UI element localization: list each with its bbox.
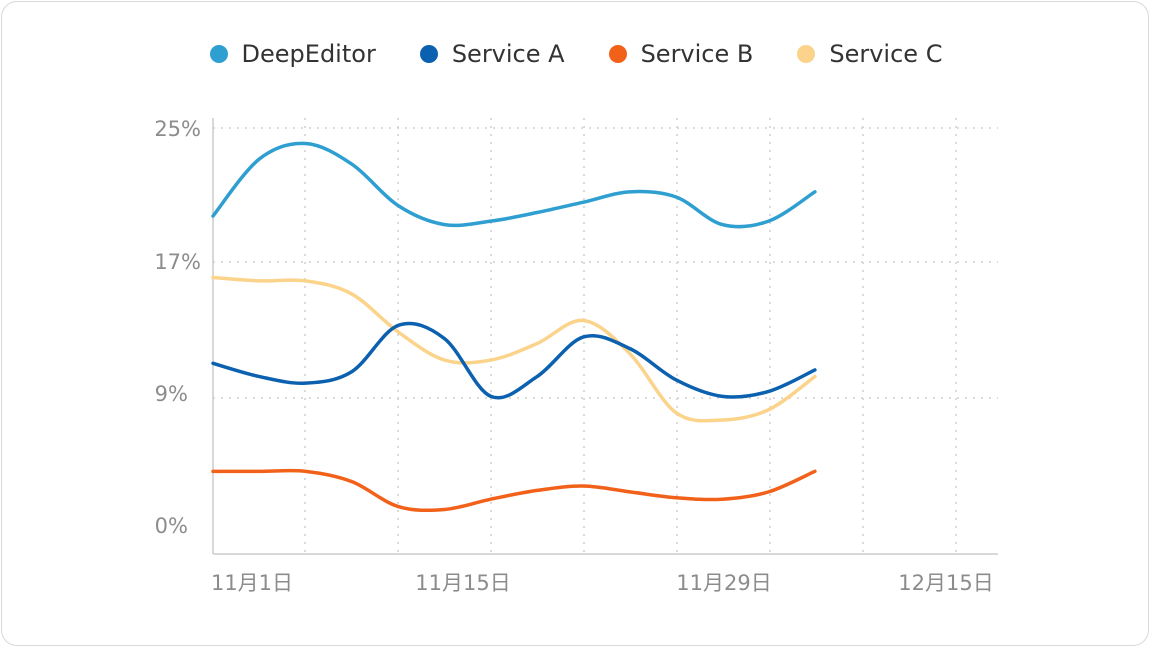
- legend-item-deepeditor[interactable]: DeepEditor: [209, 40, 376, 68]
- x-tick-label: 11月29日: [676, 571, 771, 595]
- x-tick-label: 11月15日: [415, 571, 510, 595]
- axes: [212, 118, 998, 555]
- legend-item-service-b[interactable]: Service B: [608, 40, 754, 68]
- legend-label-service-a: Service A: [451, 40, 565, 68]
- x-tick-label: 12月15日: [898, 571, 993, 595]
- y-tick-label: 25%: [154, 117, 201, 141]
- series-line-service-b[interactable]: [211, 468, 817, 513]
- series-layer: [211, 141, 817, 513]
- legend-item-service-c[interactable]: Service C: [797, 40, 942, 68]
- legend-item-service-a[interactable]: Service A: [419, 40, 565, 68]
- legend: DeepEditor Service A Service B Service C: [0, 40, 1152, 68]
- legend-label-service-b: Service B: [640, 40, 754, 68]
- legend-dot-service-c: [797, 45, 816, 63]
- y-tick-label: 9%: [155, 382, 188, 406]
- legend-dot-service-a: [419, 45, 438, 63]
- series-line-service-a[interactable]: [211, 321, 817, 400]
- legend-dot-service-b: [608, 45, 627, 63]
- y-tick-label: 0%: [155, 514, 188, 538]
- series-line-deepeditor[interactable]: [211, 141, 817, 229]
- legend-label-deepeditor: DeepEditor: [241, 40, 376, 68]
- legend-label-service-c: Service C: [829, 40, 943, 68]
- x-tick-label: 11月1日: [211, 571, 293, 595]
- y-tick-label: 17%: [154, 250, 201, 274]
- legend-dot-deepeditor: [209, 45, 228, 63]
- series-line-service-c[interactable]: [211, 275, 817, 423]
